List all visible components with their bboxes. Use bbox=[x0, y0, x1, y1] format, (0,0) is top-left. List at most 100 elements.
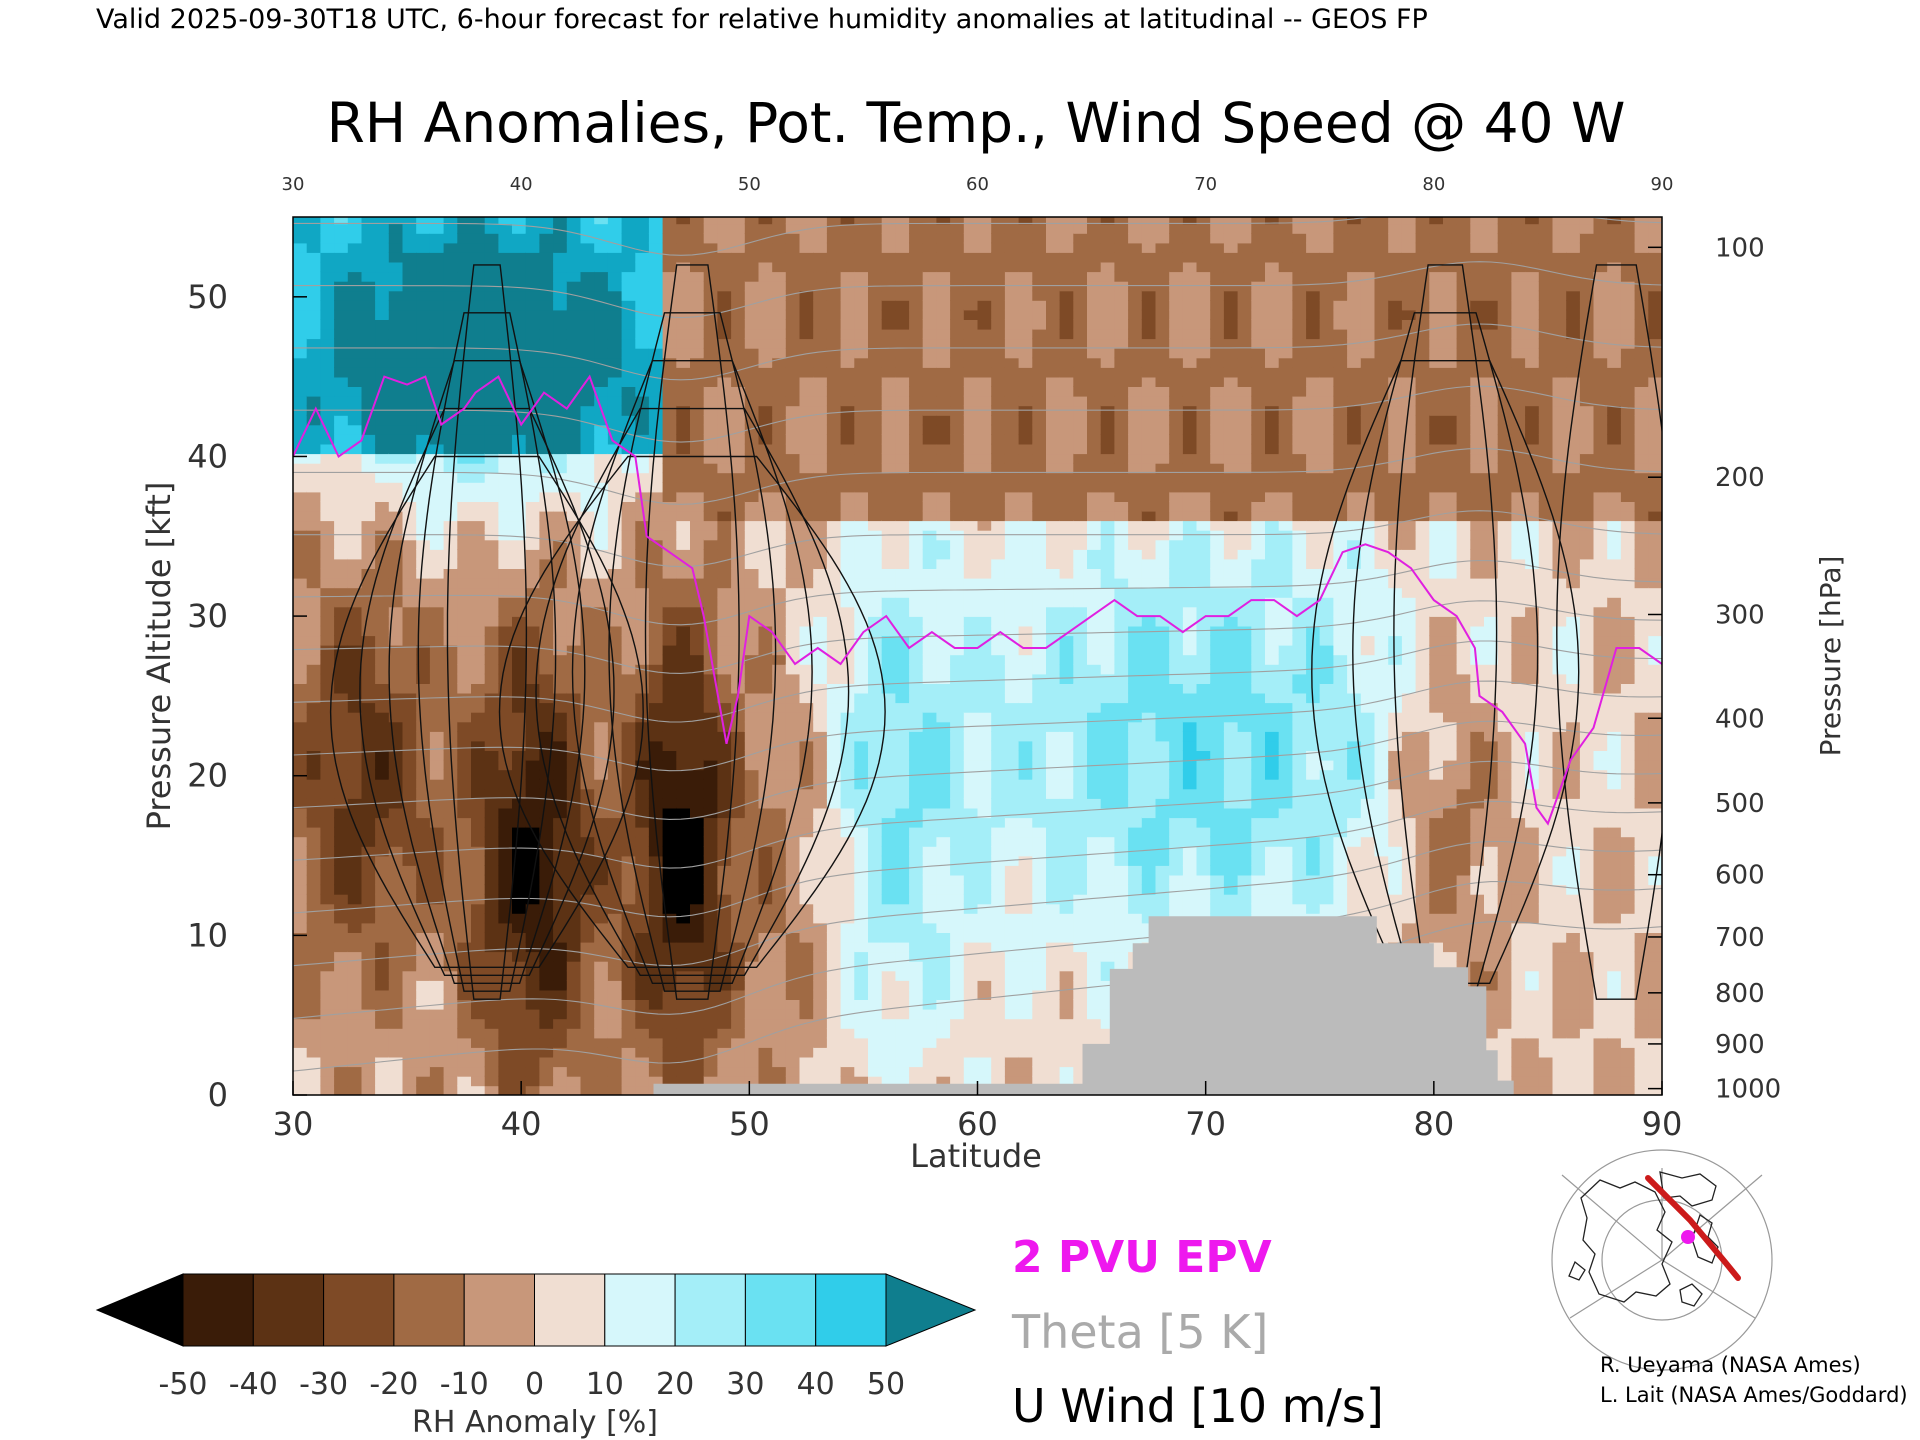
pressure-tick-label: 800 bbox=[1715, 979, 1765, 1009]
colorbar-segment bbox=[323, 1273, 395, 1347]
y-axis-pressure: 100 200 300 400 500 600 700 800 900 1000 bbox=[1648, 233, 1781, 1105]
theta-contour bbox=[293, 385, 1662, 443]
x-top-tick-label: 40 bbox=[510, 174, 533, 195]
colorbar-segment bbox=[463, 1273, 536, 1347]
epv-line bbox=[293, 374, 1662, 826]
epv-2pvu-line bbox=[293, 374, 1662, 826]
y-tick-label: 30 bbox=[187, 597, 228, 635]
x-top-tick-label: 50 bbox=[738, 174, 761, 195]
u-wind-contour bbox=[1352, 312, 1539, 992]
x-tick-label: 80 bbox=[1413, 1105, 1454, 1143]
pressure-tick-label: 500 bbox=[1715, 789, 1765, 819]
pressure-tick-label: 200 bbox=[1715, 463, 1765, 493]
colorbar-tick-label: -30 bbox=[299, 1367, 348, 1402]
x-tick-label: 60 bbox=[957, 1105, 998, 1143]
colorbar-segment bbox=[604, 1273, 676, 1347]
colorbar-tick-label: 0 bbox=[525, 1367, 544, 1402]
x-axis-top: 30 40 50 60 70 80 90 bbox=[282, 174, 1674, 195]
colorbar-tick-label: 50 bbox=[867, 1367, 905, 1402]
u-wind-contour bbox=[1393, 264, 1498, 1000]
credit-line-1: R. Ueyama (NASA Ames) bbox=[1600, 1353, 1861, 1377]
u-wind-contour bbox=[1556, 264, 1662, 1000]
theta-contours bbox=[293, 217, 1662, 1072]
theta-contour bbox=[293, 261, 1662, 319]
colorbar-segment bbox=[815, 1273, 887, 1347]
colorbar-segment bbox=[534, 1273, 606, 1347]
colorbar-tick-label: 20 bbox=[656, 1367, 694, 1402]
theta-contour bbox=[293, 323, 1662, 381]
pressure-tick-label: 100 bbox=[1715, 233, 1765, 263]
colorbar-tick-label: -10 bbox=[440, 1367, 489, 1402]
terrain bbox=[653, 916, 1514, 1095]
x-tick-label: 90 bbox=[1642, 1105, 1683, 1143]
x-top-tick-label: 80 bbox=[1422, 174, 1445, 195]
x-tick-label: 50 bbox=[729, 1105, 770, 1143]
colorbar-segment bbox=[674, 1273, 746, 1347]
u-wind-contour bbox=[644, 264, 740, 1000]
colorbar-label: RH Anomaly [%] bbox=[412, 1405, 658, 1440]
x-top-tick-label: 30 bbox=[282, 174, 305, 195]
colorbar-tick-label: -20 bbox=[369, 1367, 418, 1402]
u-wind-contour bbox=[608, 312, 777, 992]
chart-title: RH Anomalies, Pot. Temp., Wind Speed @ 4… bbox=[327, 91, 1626, 155]
pressure-tick-label: 300 bbox=[1715, 600, 1765, 630]
theta-contour bbox=[293, 880, 1662, 1019]
x-axis: 30 40 50 60 70 80 90 bbox=[273, 1081, 1683, 1143]
theta-contour bbox=[293, 559, 1662, 626]
valid-line: Valid 2025-09-30T18 UTC, 6-hour forecast… bbox=[96, 4, 1428, 35]
u-wind-contour bbox=[329, 455, 644, 968]
inset-map bbox=[1551, 1149, 1773, 1371]
colorbar-low-arrow bbox=[95, 1273, 184, 1347]
colorbar-segment bbox=[252, 1273, 325, 1347]
colorbar-high-arrow bbox=[885, 1273, 977, 1347]
theta-contour bbox=[293, 920, 1662, 1072]
x-top-tick-label: 60 bbox=[966, 174, 989, 195]
u-wind-contour bbox=[446, 264, 528, 1000]
y2-axis-label: Pressure [hPa] bbox=[1814, 556, 1847, 757]
colorbar-segment bbox=[393, 1273, 465, 1347]
colorbar-segment bbox=[744, 1273, 817, 1347]
rh-anomaly-field bbox=[293, 217, 1662, 1095]
x-axis-label: Latitude bbox=[910, 1137, 1042, 1175]
pressure-tick-label: 600 bbox=[1715, 861, 1765, 891]
credit-line-2: L. Lait (NASA Ames/Goddard) bbox=[1600, 1383, 1908, 1407]
legend-epv: 2 PVU EPV bbox=[1012, 1232, 1272, 1283]
x-top-tick-label: 70 bbox=[1194, 174, 1217, 195]
theta-contour bbox=[293, 600, 1662, 674]
theta-contour bbox=[293, 800, 1662, 918]
colorbar-segment bbox=[182, 1273, 254, 1347]
colorbar-tick-label: 10 bbox=[586, 1367, 624, 1402]
u-wind-contour bbox=[498, 455, 886, 968]
x-tick-label: 30 bbox=[273, 1105, 314, 1143]
pressure-tick-label: 900 bbox=[1715, 1030, 1765, 1060]
terrain-mask bbox=[653, 916, 1514, 1095]
map-graticule bbox=[1551, 1149, 1773, 1371]
u-wind-contour bbox=[417, 312, 557, 992]
theta-contour bbox=[293, 640, 1662, 723]
colorbar-tick-label: 40 bbox=[797, 1367, 835, 1402]
theta-contour bbox=[293, 840, 1662, 967]
map-location-marker bbox=[1681, 1230, 1695, 1244]
theta-contour bbox=[293, 217, 1662, 256]
x-tick-label: 40 bbox=[501, 1105, 542, 1143]
legend-theta: Theta [5 K] bbox=[1011, 1305, 1268, 1359]
cross-section-track bbox=[1645, 1175, 1741, 1281]
y-tick-label: 20 bbox=[187, 757, 228, 795]
theta-contour bbox=[293, 680, 1662, 772]
colorbar-tick-label: -40 bbox=[229, 1367, 278, 1402]
colorbar-tick-label: -50 bbox=[159, 1367, 208, 1402]
x-top-tick-label: 90 bbox=[1651, 174, 1674, 195]
theta-contour bbox=[293, 510, 1662, 568]
y-tick-label: 0 bbox=[208, 1076, 228, 1114]
colorbar bbox=[95, 1273, 977, 1347]
x-tick-label: 70 bbox=[1185, 1105, 1226, 1143]
theta-contour bbox=[293, 720, 1662, 820]
pressure-tick-label: 700 bbox=[1715, 923, 1765, 953]
colorbar-tick-label: 30 bbox=[726, 1367, 764, 1402]
y-tick-label: 40 bbox=[187, 437, 228, 475]
y-axis-label: Pressure Altitude [kft] bbox=[140, 482, 178, 831]
y-axis-left: 0 10 20 30 40 50 bbox=[187, 278, 307, 1114]
pressure-tick-label: 400 bbox=[1715, 704, 1765, 734]
pressure-tick-label: 1000 bbox=[1715, 1075, 1781, 1105]
